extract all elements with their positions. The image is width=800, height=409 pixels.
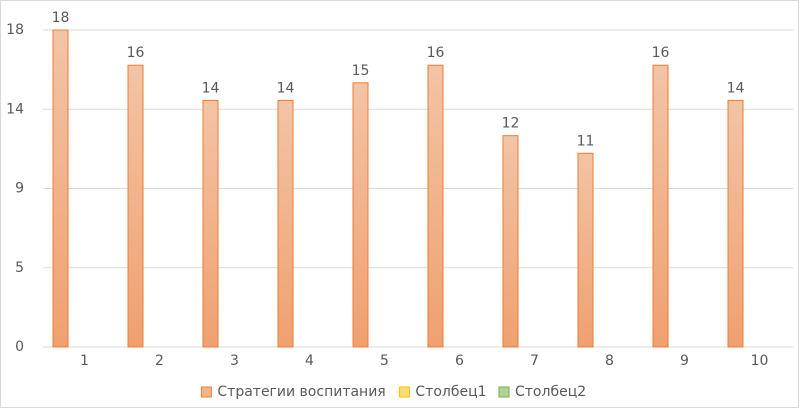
legend-swatch — [398, 386, 410, 398]
legend-label: Столбец2 — [515, 384, 586, 400]
bar — [727, 99, 744, 348]
data-label: 14 — [277, 80, 295, 96]
bar — [52, 29, 69, 348]
data-label: 12 — [502, 116, 520, 132]
data-label: 16 — [127, 45, 145, 61]
bar — [127, 64, 144, 348]
data-label: 16 — [652, 45, 670, 61]
data-label: 15 — [352, 63, 370, 79]
data-label: 18 — [52, 10, 70, 26]
y-tick-label: 14 — [6, 101, 24, 117]
x-tick-label: 5 — [380, 353, 389, 369]
x-tick-label: 7 — [530, 353, 539, 369]
data-label: 16 — [427, 45, 445, 61]
bar — [502, 135, 519, 348]
y-tick-label: 0 — [15, 339, 24, 355]
x-tick-label: 2 — [155, 353, 164, 369]
bar — [202, 99, 219, 348]
x-tick-label: 3 — [230, 353, 239, 369]
legend-swatch — [200, 386, 212, 398]
bar — [352, 82, 369, 348]
data-label: 14 — [727, 80, 745, 96]
bar — [277, 99, 294, 348]
x-tick-label: 8 — [605, 353, 614, 369]
bar — [427, 64, 444, 348]
legend-label: Столбец1 — [415, 384, 486, 400]
y-tick-label: 9 — [15, 181, 24, 197]
legend-swatch — [498, 386, 510, 398]
y-tick-label: 5 — [15, 260, 24, 276]
y-tick-label: 18 — [6, 22, 24, 38]
x-tick-label: 10 — [751, 353, 769, 369]
legend-label: Стратегии воспитания — [217, 384, 385, 400]
data-label: 11 — [577, 133, 595, 149]
x-tick-label: 9 — [680, 353, 689, 369]
bar — [652, 64, 669, 348]
data-label: 14 — [202, 80, 220, 96]
x-tick-label: 6 — [455, 353, 464, 369]
x-tick-label: 4 — [305, 353, 314, 369]
bar — [577, 152, 594, 348]
x-tick-label: 1 — [80, 353, 89, 369]
